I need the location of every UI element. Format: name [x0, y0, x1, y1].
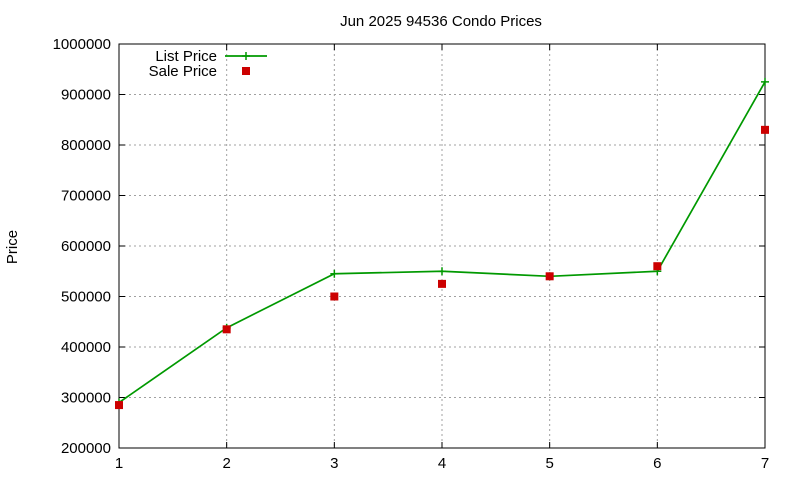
y-tick-label: 600000	[61, 238, 111, 255]
data-point	[438, 279, 446, 288]
x-tick-label: 4	[438, 455, 446, 472]
x-tick-label: 7	[761, 455, 769, 472]
data-point	[330, 269, 339, 278]
data-point	[761, 125, 769, 134]
data-point	[115, 401, 123, 410]
y-tick-label: 300000	[61, 390, 111, 407]
series-1	[115, 77, 769, 407]
series-layer	[115, 77, 769, 410]
data-point	[653, 262, 662, 271]
legend-label: Sale Price	[149, 63, 217, 80]
legend-entry: List Price	[155, 48, 267, 65]
legend-label: List Price	[155, 48, 217, 65]
y-tick-label: 700000	[61, 188, 111, 205]
legend-marker	[242, 67, 250, 75]
series-2	[115, 125, 769, 410]
legend-entry: Sale Price	[149, 63, 250, 80]
grid-layer	[119, 44, 765, 448]
y-axis-label: Price	[4, 230, 21, 264]
data-point	[330, 292, 339, 301]
data-point	[761, 77, 769, 86]
y-tick-label: 800000	[61, 137, 111, 154]
y-tick-label: 200000	[61, 440, 111, 457]
x-tick-label: 2	[222, 455, 230, 472]
x-tick-label: 6	[653, 455, 661, 472]
x-tick-label: 5	[545, 455, 553, 472]
y-tick-label: 900000	[61, 87, 111, 104]
data-point	[545, 272, 554, 281]
data-point	[222, 325, 231, 334]
legend-marker	[242, 52, 250, 60]
data-point	[438, 267, 446, 276]
x-tick-label: 3	[330, 455, 338, 472]
y-tick-label: 400000	[61, 339, 111, 356]
y-tick-label: 1000000	[53, 36, 111, 53]
x-tick-label: 1	[115, 455, 123, 472]
y-tick-label: 500000	[61, 289, 111, 306]
axis-layer: 200000 300000 400000 500000 600000 700000 8000…	[53, 36, 770, 472]
chart-title: Jun 2025 94536 Condo Prices	[340, 13, 542, 30]
